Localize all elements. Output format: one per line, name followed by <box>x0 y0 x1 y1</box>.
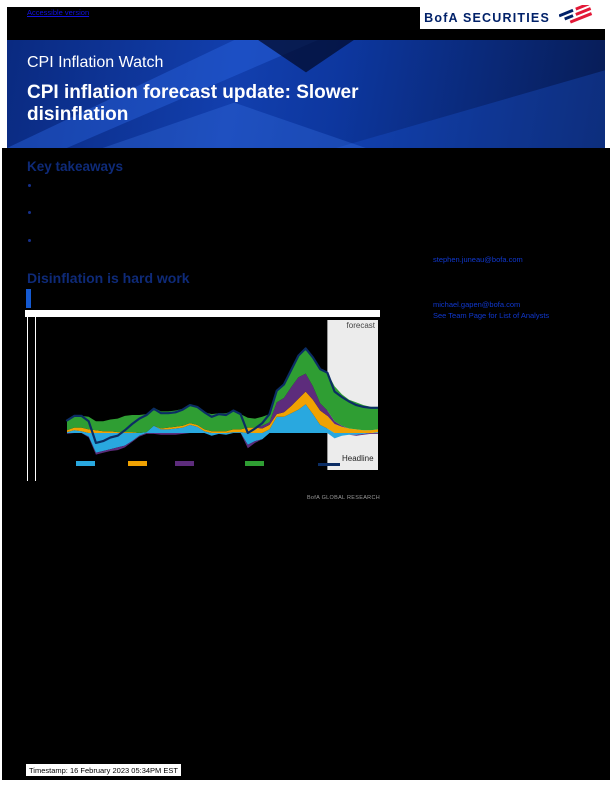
report-series-name: CPI Inflation Watch <box>27 54 164 71</box>
legend-line-headline <box>318 463 340 466</box>
legend-label-headline: Headline <box>342 454 374 463</box>
accessible-version-link[interactable]: Accessible version <box>27 8 90 17</box>
page-body: Key takeaways stephen.juneau@bofa.com mi… <box>2 148 610 780</box>
legend-swatch-blue <box>76 461 95 466</box>
legend-swatch-orange <box>128 461 147 466</box>
bofa-flag-icon <box>558 2 593 30</box>
chart-plot-area <box>65 320 378 470</box>
cpi-contributions-chart: forecast Headline BofA GLOBAL RESEARCH <box>25 310 380 508</box>
analyst-email-link[interactable]: michael.gapen@bofa.com <box>433 300 521 309</box>
bullet-icon <box>28 184 31 187</box>
forecast-region-label: forecast <box>346 321 375 330</box>
chart-border-line <box>34 317 36 481</box>
legend-swatch-purple <box>175 461 194 466</box>
brand-wordmark: BofA SECURITIES <box>424 10 550 25</box>
key-takeaways-heading: Key takeaways <box>27 159 124 174</box>
report-title: CPI inflation forecast update: Slower di… <box>27 82 359 125</box>
bullet-icon <box>28 211 31 214</box>
team-page-link[interactable]: See Team Page for List of Analysts <box>433 311 550 320</box>
chart-border-line <box>27 317 29 481</box>
chart-title-strip <box>25 310 380 317</box>
timestamp-stamp: Timestamp: 16 February 2023 05:34PM EST <box>25 763 182 777</box>
brand-logo: BofA SECURITIES <box>420 2 605 30</box>
exhibit-marker <box>26 289 31 308</box>
top-header-bar: Accessible version BofA SECURITIES <box>7 2 605 40</box>
analyst-email-link[interactable]: stephen.juneau@bofa.com <box>433 255 523 264</box>
exhibit-section-heading: Disinflation is hard work <box>27 270 190 286</box>
title-banner: CPI Inflation Watch CPI inflation foreca… <box>7 40 605 148</box>
legend-swatch-green <box>245 461 264 466</box>
bullet-icon <box>28 239 31 242</box>
chart-source-note: BofA GLOBAL RESEARCH <box>306 495 380 501</box>
